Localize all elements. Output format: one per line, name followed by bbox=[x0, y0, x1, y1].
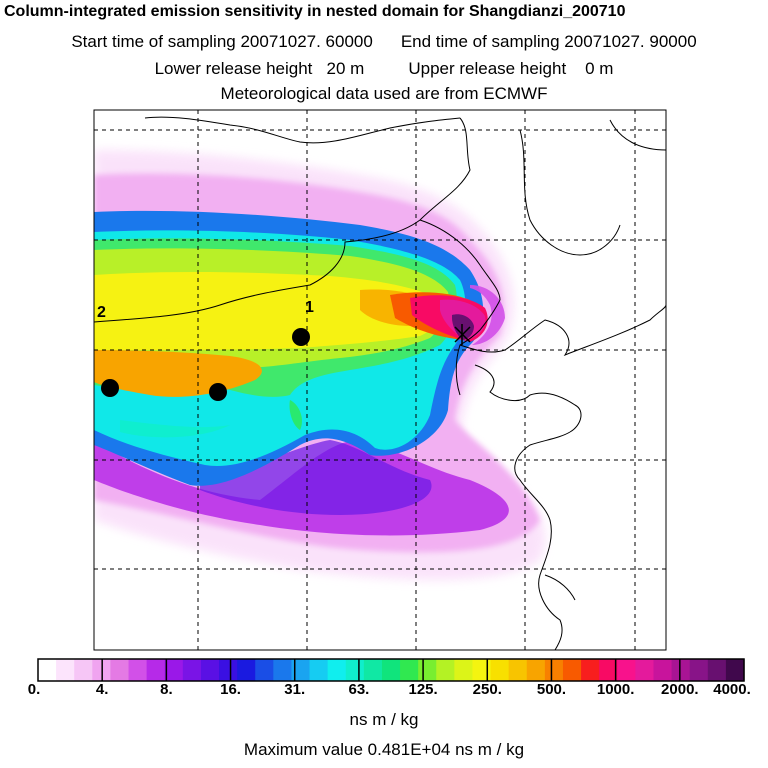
colorbar-label: 0. bbox=[27, 681, 41, 698]
colorbar-label: 2000. bbox=[661, 681, 699, 698]
site-marker bbox=[209, 383, 227, 401]
colorbar-label: 500. bbox=[536, 681, 567, 698]
upper-release-label: Upper release height 0 m bbox=[408, 59, 614, 78]
site-label: 1 bbox=[305, 299, 314, 316]
lower-release-label: Lower release height 20 m bbox=[154, 59, 365, 78]
met-data-label: Meteorological data used are from ECMWF bbox=[220, 84, 548, 103]
site-marker bbox=[101, 379, 119, 397]
sensitivity-field bbox=[94, 150, 546, 580]
site-marker bbox=[292, 328, 310, 346]
site-label: 2 bbox=[97, 304, 106, 321]
start-time-label: Start time of sampling 20071027. 60000 bbox=[71, 32, 373, 51]
maximum-value: Maximum value 0.481E+04 ns m / kg bbox=[243, 740, 525, 759]
release-heights: Lower release height 20 m Upper release h… bbox=[0, 59, 768, 79]
colorbar-label: 4. bbox=[95, 681, 109, 698]
lat-lon-grid bbox=[94, 110, 666, 650]
sampling-times: Start time of sampling 20071027. 60000 En… bbox=[0, 32, 768, 52]
colorbar-unit: ns m / kg bbox=[349, 710, 419, 729]
colorbar-label: 250. bbox=[472, 681, 502, 698]
colorbar-label: 16. bbox=[220, 681, 241, 698]
colorbar-label: 8. bbox=[160, 681, 173, 698]
colorbar-label: 4000. bbox=[713, 681, 751, 698]
end-time-label: End time of sampling 20071027. 90000 bbox=[400, 32, 697, 51]
map-frame bbox=[93, 109, 667, 651]
map-title: Column-integrated emission sensitivity i… bbox=[4, 3, 626, 20]
colorbar-label: 31. bbox=[284, 681, 306, 698]
colorbar-label: 63. bbox=[348, 681, 370, 698]
receptor-marker bbox=[454, 324, 471, 345]
colorbar-label: 125. bbox=[408, 681, 438, 698]
colorbar-label: 1000. bbox=[596, 681, 635, 698]
